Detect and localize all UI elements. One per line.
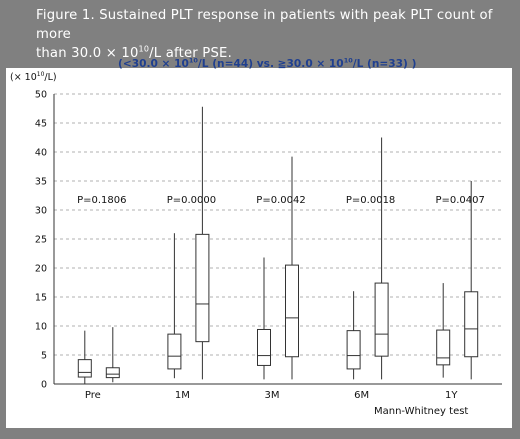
y-tick-label: 20 (35, 264, 47, 275)
figure-caption: Figure 1. Sustained PLT response in pati… (36, 6, 506, 63)
x-category-label: Pre (85, 390, 101, 401)
box-plot-chart: 0 5 10 15 20 25 30 35 40 45 50 Pre P=0.1806 1M P=0.000… (35, 90, 502, 401)
x-category-label: 3M (265, 390, 280, 401)
box-iqr (285, 264, 299, 358)
box-iqr (257, 328, 271, 366)
chart-panel: (× 1010/L) 0 5 10 15 20 25 30 35 40 45 50 Pre P=0.18… (6, 68, 512, 428)
box-iqr (346, 330, 361, 370)
box-iqr (105, 367, 120, 379)
y-tick-label: 5 (41, 351, 47, 362)
p-value-label: P=0.1806 (77, 195, 126, 206)
y-tick-label: 10 (35, 322, 47, 333)
y-tick-label: 45 (35, 119, 47, 130)
y-tick-label: 25 (35, 235, 47, 246)
box-iqr (464, 291, 479, 358)
caption-line-2-end: /L after PSE. (149, 46, 232, 61)
caption-line-2-start: than 30.0 × 10 (36, 46, 139, 61)
p-value-label: P=0.0407 (435, 195, 484, 206)
x-category-label: 1Y (445, 390, 458, 401)
y-axis-unit-label: (× 1010/L) (10, 70, 57, 83)
x-category-label: 6M (354, 390, 369, 401)
p-value-label: P=0.0000 (167, 195, 216, 206)
y-tick-label: 50 (35, 90, 47, 101)
caption-line-1: Figure 1. Sustained PLT response in pati… (36, 8, 493, 42)
y-tick-label: 40 (35, 148, 47, 159)
comparison-subtitle: (<30.0 × 1010/L (n=44) vs. ≧30.0 × 1010/… (118, 56, 417, 70)
x-category-label: 1M (175, 390, 190, 401)
p-value-label: P=0.0042 (256, 195, 305, 206)
box-iqr (195, 233, 210, 343)
box-iqr (374, 282, 389, 357)
y-tick-label: 30 (35, 206, 47, 217)
box-iqr (77, 359, 92, 378)
y-tick-label: 15 (35, 293, 47, 304)
y-tick-label: 35 (35, 177, 47, 188)
box-iqr (436, 329, 451, 366)
statistical-test-note: Mann-Whitney test (374, 406, 469, 417)
caption-exponent: 10 (138, 44, 150, 54)
box-iqr (167, 333, 182, 370)
y-tick-label: 0 (41, 380, 47, 391)
p-value-label: P=0.0018 (346, 195, 395, 206)
